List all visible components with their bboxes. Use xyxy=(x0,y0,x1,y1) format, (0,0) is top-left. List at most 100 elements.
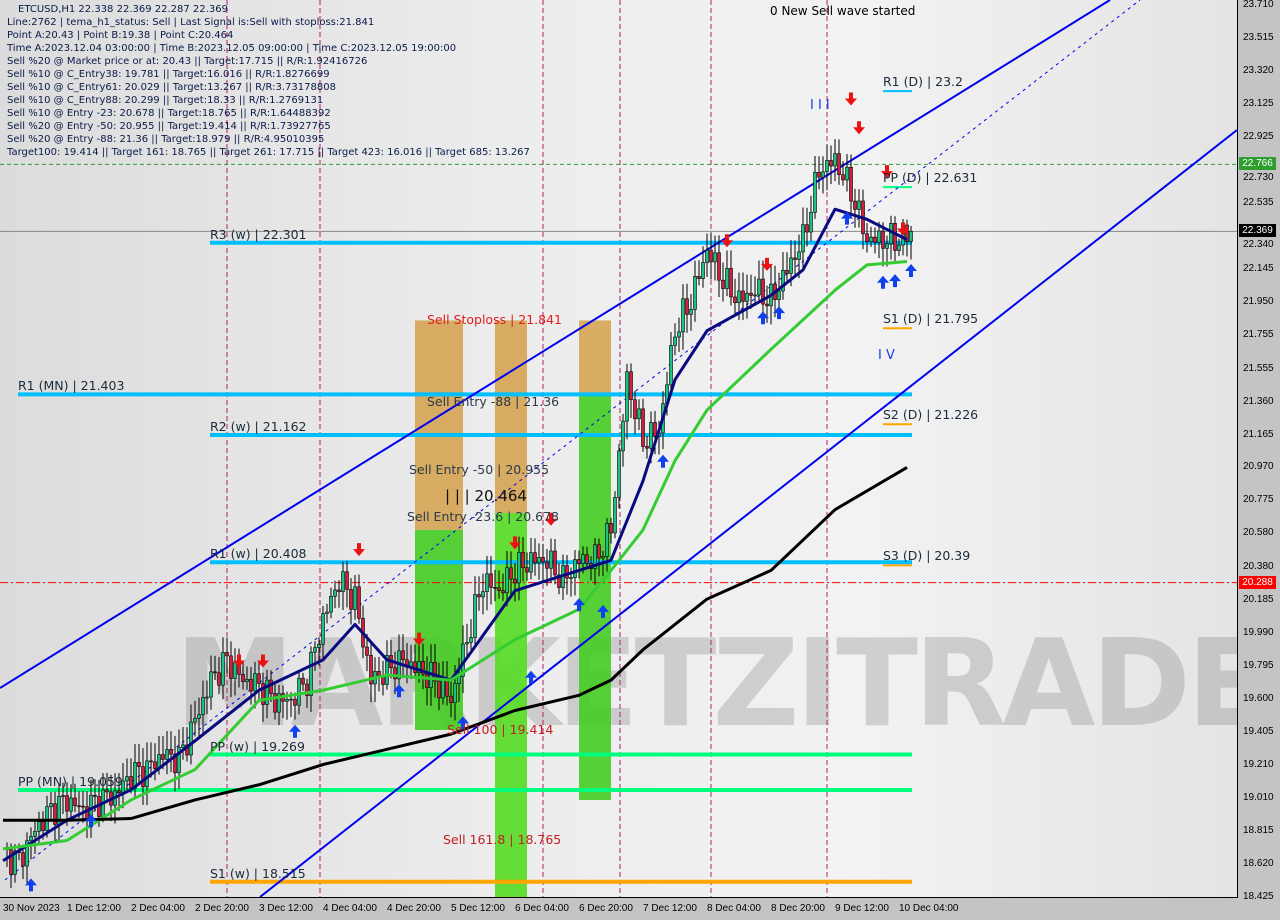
candle-body xyxy=(61,795,65,797)
candle-body xyxy=(785,269,789,274)
y-tick-label: 23.515 xyxy=(1243,31,1274,43)
candle-body xyxy=(745,292,749,302)
candle-body xyxy=(629,371,633,401)
chart-plot-area[interactable]: MARKETZITRADE ETCUSD,H1 22.338 22.369 22… xyxy=(0,0,1238,898)
candle-body xyxy=(257,673,261,684)
candle-body xyxy=(221,652,225,686)
buy-arrow-icon xyxy=(841,211,853,225)
candle-body xyxy=(25,840,29,867)
sell-arrow-icon xyxy=(509,536,521,550)
annotation-label: Sell 100 | 19.414 xyxy=(447,722,554,738)
buy-arrow-icon xyxy=(889,274,901,288)
x-tick-label: 5 Dec 12:00 xyxy=(451,903,505,914)
candle-body xyxy=(205,696,209,699)
wave-status: 0 New Sell wave started xyxy=(770,4,916,18)
candle-body xyxy=(77,805,81,808)
candle-body xyxy=(273,693,277,713)
candle-body xyxy=(845,166,849,181)
y-tick-label: 19.795 xyxy=(1243,659,1274,671)
candle-body xyxy=(893,223,897,251)
candle-body xyxy=(873,236,877,243)
sell-arrow-icon xyxy=(353,543,365,557)
candle-body xyxy=(401,650,405,661)
candle-body xyxy=(165,749,169,760)
candle-body xyxy=(821,171,825,178)
candle-body xyxy=(213,671,217,674)
candle-body xyxy=(477,594,481,598)
candle-body xyxy=(649,422,653,449)
symbol-header: ETCUSD,H1 22.338 22.369 22.287 22.369 xyxy=(18,4,228,15)
candle-body xyxy=(725,268,729,289)
level-label: PP (D) | 22.631 xyxy=(883,170,978,186)
candle-body xyxy=(869,236,873,243)
candle-body xyxy=(9,849,13,875)
candle-body xyxy=(789,257,793,274)
candle-body xyxy=(145,760,149,788)
candle-body xyxy=(501,590,505,594)
candle-body xyxy=(517,552,521,584)
y-tick-label: 21.950 xyxy=(1243,296,1274,308)
x-tick-label: 8 Dec 20:00 xyxy=(771,903,825,914)
candle-body xyxy=(309,651,313,696)
info-line: Target100: 19.414 || Target 161: 18.765 … xyxy=(7,147,530,158)
buy-arrow-icon xyxy=(757,311,769,325)
wave-point-c-label: | | | 20.464 xyxy=(445,487,527,505)
candle-body xyxy=(437,680,441,699)
candle-body xyxy=(597,544,601,559)
candle-body xyxy=(817,171,821,178)
candle-body xyxy=(225,652,229,657)
candle-body xyxy=(369,655,373,685)
candle-body xyxy=(325,611,329,614)
candle-body xyxy=(189,721,193,756)
level-label: R3 (w) | 22.301 xyxy=(210,226,307,242)
candle-body xyxy=(149,760,153,763)
y-tick-label: 19.010 xyxy=(1243,792,1274,804)
candle-body xyxy=(637,408,641,420)
candle-body xyxy=(529,552,533,573)
candle-body xyxy=(865,233,869,243)
price-tag: 22.369 xyxy=(1239,224,1276,238)
candle-body xyxy=(693,276,697,310)
candle-body xyxy=(609,523,613,534)
candle-body xyxy=(581,554,585,564)
y-tick-label: 21.555 xyxy=(1243,362,1274,374)
buy-arrow-icon xyxy=(393,684,405,698)
candle-body xyxy=(797,251,801,260)
sell-arrow-icon xyxy=(761,257,773,271)
candle-body xyxy=(445,679,449,697)
candle-body xyxy=(721,279,725,289)
candle-body xyxy=(577,559,581,564)
y-tick-label: 22.535 xyxy=(1243,197,1274,209)
y-tick-label: 22.145 xyxy=(1243,263,1274,275)
info-line: Sell %10 @ C_Entry38: 19.781 || Target:1… xyxy=(7,69,330,80)
candle-body xyxy=(441,679,445,699)
candle-body xyxy=(305,683,309,696)
info-line: Line:2762 | tema_h1_status: Sell | Last … xyxy=(7,17,375,28)
candle-body xyxy=(553,550,557,576)
level-label: S3 (D) | 20.39 xyxy=(883,548,971,564)
candle-body xyxy=(557,574,561,588)
info-line: Sell %10 @ Entry -23: 20.678 || Target:1… xyxy=(7,108,331,119)
x-tick-label: 4 Dec 20:00 xyxy=(387,903,441,914)
candle-body xyxy=(209,671,213,698)
candle-body xyxy=(509,567,513,580)
sell-arrow-icon xyxy=(845,92,857,106)
candle-body xyxy=(245,678,249,683)
candle-body xyxy=(357,586,361,619)
candle-body xyxy=(465,642,469,645)
candle-body xyxy=(193,717,197,723)
candle-body xyxy=(585,554,589,564)
candle-body xyxy=(425,673,429,688)
candle-body xyxy=(73,797,77,807)
candle-body xyxy=(885,243,889,249)
y-tick-label: 20.970 xyxy=(1243,461,1274,473)
candle-body xyxy=(781,269,785,292)
sell-arrow-icon xyxy=(881,165,893,179)
candle-body xyxy=(909,231,913,242)
candle-body xyxy=(33,830,37,837)
candle-body xyxy=(53,803,57,825)
candle-body xyxy=(81,805,85,808)
candle-body xyxy=(421,661,425,675)
candle-body xyxy=(161,754,165,760)
candle-body xyxy=(897,244,901,251)
